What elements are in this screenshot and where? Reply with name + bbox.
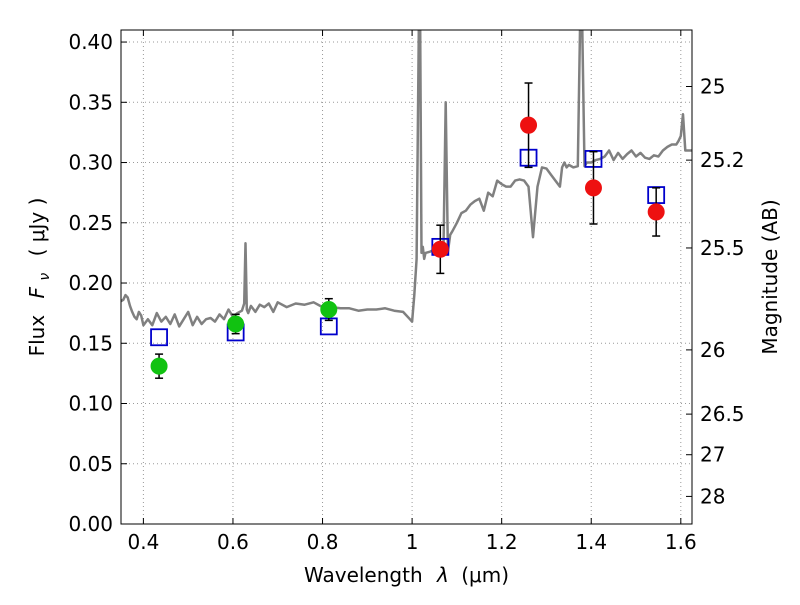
y-tick-label: 0.15 (68, 331, 113, 355)
y-label-units: ( μJy ) (25, 198, 49, 257)
y-tick-label: 0.25 (68, 211, 113, 235)
observed-nir-point (520, 116, 538, 134)
observed-nir-point (584, 179, 602, 197)
y-tick-label: 0.35 (68, 90, 113, 114)
plot-frame (120, 29, 693, 525)
grid-layer (121, 30, 692, 525)
y2-tick-label: 26 (700, 338, 725, 362)
observed-nir-point (647, 203, 665, 221)
y2-tick-label: 26.5 (700, 402, 745, 426)
x-tick-label: 1.4 (575, 530, 607, 554)
observed-optical-point (227, 315, 245, 333)
x-tick-label: 0.6 (217, 530, 249, 554)
x-tick-label: 1.6 (665, 530, 697, 554)
x-tick-label: 0.8 (307, 530, 339, 554)
x-tick-label: 1 (406, 530, 419, 554)
y-label-subscript: ν (37, 273, 53, 281)
y-label-prefix: Flux (25, 315, 49, 357)
y2-tick-label: 25.5 (700, 236, 745, 260)
y2-tick-label: 25 (700, 75, 725, 99)
x-axis-label: Wavelength λ (μm) (304, 563, 509, 587)
y-axis-label: Flux F ν ( μJy ) (25, 198, 54, 357)
x-label-symbol: λ (436, 563, 449, 587)
x-label-units: (μm) (461, 563, 509, 587)
y2-tick-label: 28 (700, 484, 725, 508)
x-tick-label: 0.4 (127, 530, 159, 554)
y-tick-label: 0.05 (68, 452, 113, 476)
y-tick-label: 0.00 (68, 512, 113, 536)
y2-tick-label: 25.2 (700, 148, 745, 172)
y-tick-label: 0.40 (68, 30, 113, 54)
model-spectrum-line (121, 30, 692, 328)
y2-tick-label: 27 (700, 443, 725, 467)
x-label-prefix: Wavelength (304, 563, 423, 587)
observed-optical-point (320, 301, 338, 319)
tick-layer: 0.4 0.6 0.8 1 1.2 1.4 1.6 0.00 0.05 0.10 0.15 0.20 0… (68, 30, 745, 554)
x-tick-label: 1.2 (486, 530, 518, 554)
model-bandpass-square (150, 328, 168, 347)
y-tick-label: 0.10 (68, 392, 113, 416)
observed-nir-point (431, 240, 449, 258)
plot-layer (121, 30, 692, 379)
y-label-symbol: F (25, 286, 49, 298)
y-tick-label: 0.20 (68, 271, 113, 295)
observed-optical-point (150, 357, 168, 375)
y2-axis-label: Magnitude (AB) (758, 199, 782, 354)
y-tick-label: 0.30 (68, 151, 113, 175)
